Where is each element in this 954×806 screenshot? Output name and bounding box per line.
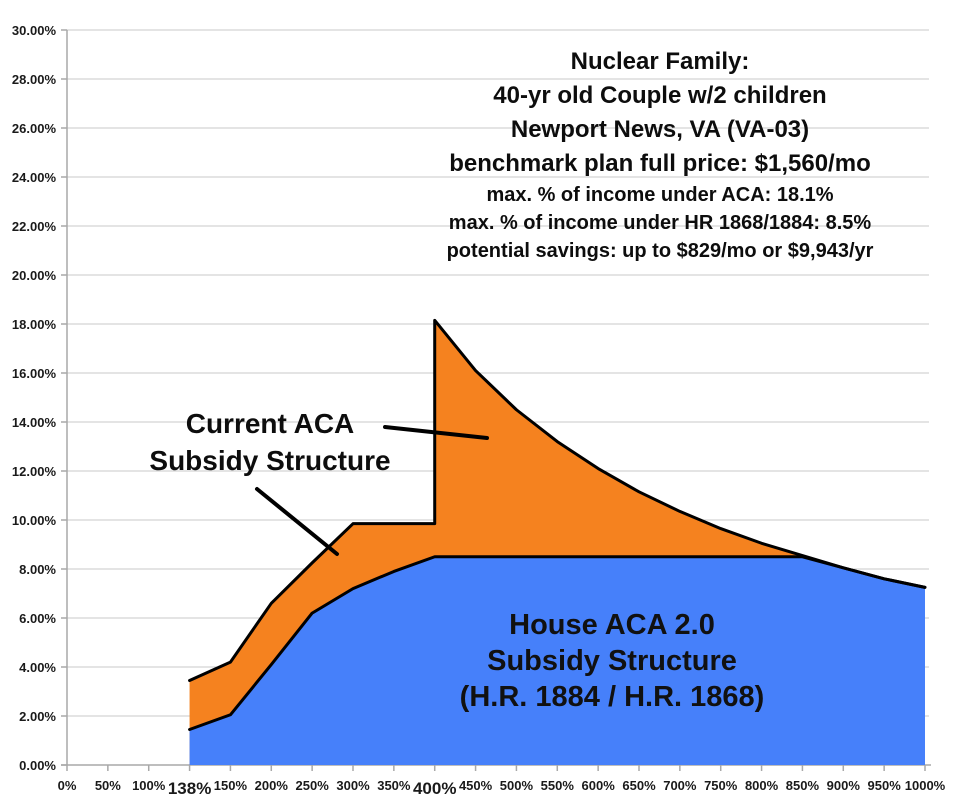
house-aca-boundary-line [188, 555, 927, 731]
x-axis-tick-label: 0% [58, 778, 77, 793]
y-axis-tick-label: 28.00% [12, 72, 57, 87]
x-axis-tick-label: 600% [582, 778, 616, 793]
y-axis-tick-label: 10.00% [12, 513, 57, 528]
x-axis-tick-label: 800% [745, 778, 779, 793]
y-axis-tick-label: 2.00% [19, 709, 56, 724]
y-axis-tick-label: 22.00% [12, 219, 57, 234]
x-axis-tick-label: 450% [459, 778, 493, 793]
x-axis-tick-label: 500% [500, 778, 534, 793]
y-axis-tick-label: 6.00% [19, 611, 56, 626]
aca-callout-line [255, 487, 339, 556]
x-axis-tick-label: 150% [214, 778, 248, 793]
y-axis-tick-label: 20.00% [12, 268, 57, 283]
x-axis-tick-label: 400% [413, 779, 456, 798]
chart-title-block: Nuclear Family: 40-yr old Couple w/2 chi… [400, 45, 920, 265]
current-aca-series-label-line: Current ACA [185, 408, 355, 439]
title-subline: max. % of income under ACA: 18.1% [486, 184, 834, 206]
y-axis-tick-label: 26.00% [12, 121, 57, 136]
title-subline: potential savings: up to $829/mo or $9,9… [446, 240, 874, 262]
x-axis-tick-label: 650% [622, 778, 656, 793]
current-aca-boundary-line [188, 318, 927, 682]
x-axis-tick-label: 1000% [905, 778, 946, 793]
x-axis-tick-label: 950% [868, 778, 902, 793]
y-axis-tick-label: 4.00% [19, 660, 56, 675]
x-axis-tick-label: 350% [377, 778, 411, 793]
x-axis-tick-label: 700% [663, 778, 697, 793]
x-axis-tick-label: 550% [541, 778, 575, 793]
house-aca-series-label-line: (H.R. 1884 / H.R. 1868) [459, 681, 765, 713]
title-line: benchmark plan full price: $1,560/mo [449, 150, 871, 177]
x-axis-tick-label: 300% [336, 778, 370, 793]
y-axis-tick-label: 8.00% [19, 562, 56, 577]
house-aca-series-label-line: House ACA 2.0 [509, 609, 715, 641]
y-axis-tick-label: 16.00% [12, 366, 57, 381]
title-line: Newport News, VA (VA-03) [510, 116, 810, 143]
x-axis-tick-label: 100% [132, 778, 166, 793]
house-aca-series-label: House ACA 2.0 Subsidy Structure (H.R. 18… [402, 607, 822, 715]
title-line: 40-yr old Couple w/2 children [493, 82, 827, 109]
x-axis-tick-label: 250% [296, 778, 330, 793]
x-axis-tick-label: 900% [827, 778, 861, 793]
y-axis-tick-label: 30.00% [12, 23, 57, 38]
x-axis-tick-label: 50% [95, 778, 121, 793]
title-subline: max. % of income under HR 1868/1884: 8.5… [448, 212, 872, 234]
x-axis-tick-label: 138% [168, 779, 211, 798]
current-aca-series-label-line: Subsidy Structure [149, 445, 391, 476]
y-axis-tick-label: 0.00% [19, 758, 56, 773]
y-axis-tick-label: 18.00% [12, 317, 57, 332]
house-aca-series-label-line: Subsidy Structure [487, 645, 737, 677]
x-axis-tick-label: 200% [255, 778, 289, 793]
y-axis-tick-label: 24.00% [12, 170, 57, 185]
y-axis-tick-label: 12.00% [12, 464, 57, 479]
x-axis-tick-label: 750% [704, 778, 738, 793]
y-axis-tick-label: 14.00% [12, 415, 57, 430]
title-line: Nuclear Family: [570, 48, 750, 75]
current-aca-series-label: Current ACA Subsidy Structure [110, 405, 430, 479]
house-aca-area [189, 556, 926, 765]
aca-callout-line [383, 425, 489, 440]
x-axis-tick-label: 850% [786, 778, 820, 793]
